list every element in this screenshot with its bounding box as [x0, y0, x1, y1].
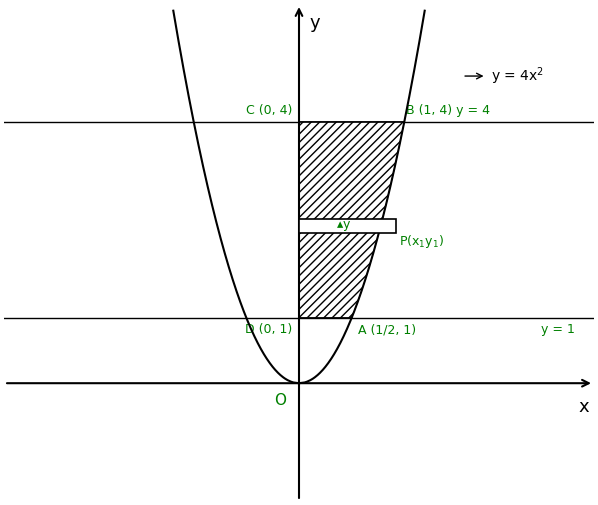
Text: x: x [578, 397, 588, 416]
Bar [299, 219, 396, 233]
Text: $\blacktriangle$y: $\blacktriangle$y [335, 219, 351, 233]
Text: O: O [274, 393, 286, 408]
Text: P(x$_1$y$_1$): P(x$_1$y$_1$) [399, 233, 444, 250]
Text: y: y [310, 14, 320, 32]
Text: C (0, 4): C (0, 4) [246, 104, 292, 117]
Text: y = 1: y = 1 [541, 323, 575, 336]
Text: B (1, 4) y = 4: B (1, 4) y = 4 [407, 104, 490, 117]
Text: D (0, 1): D (0, 1) [245, 323, 292, 336]
Text: A (1/2, 1): A (1/2, 1) [358, 323, 416, 336]
Text: y = 4x$^2$: y = 4x$^2$ [490, 65, 544, 87]
